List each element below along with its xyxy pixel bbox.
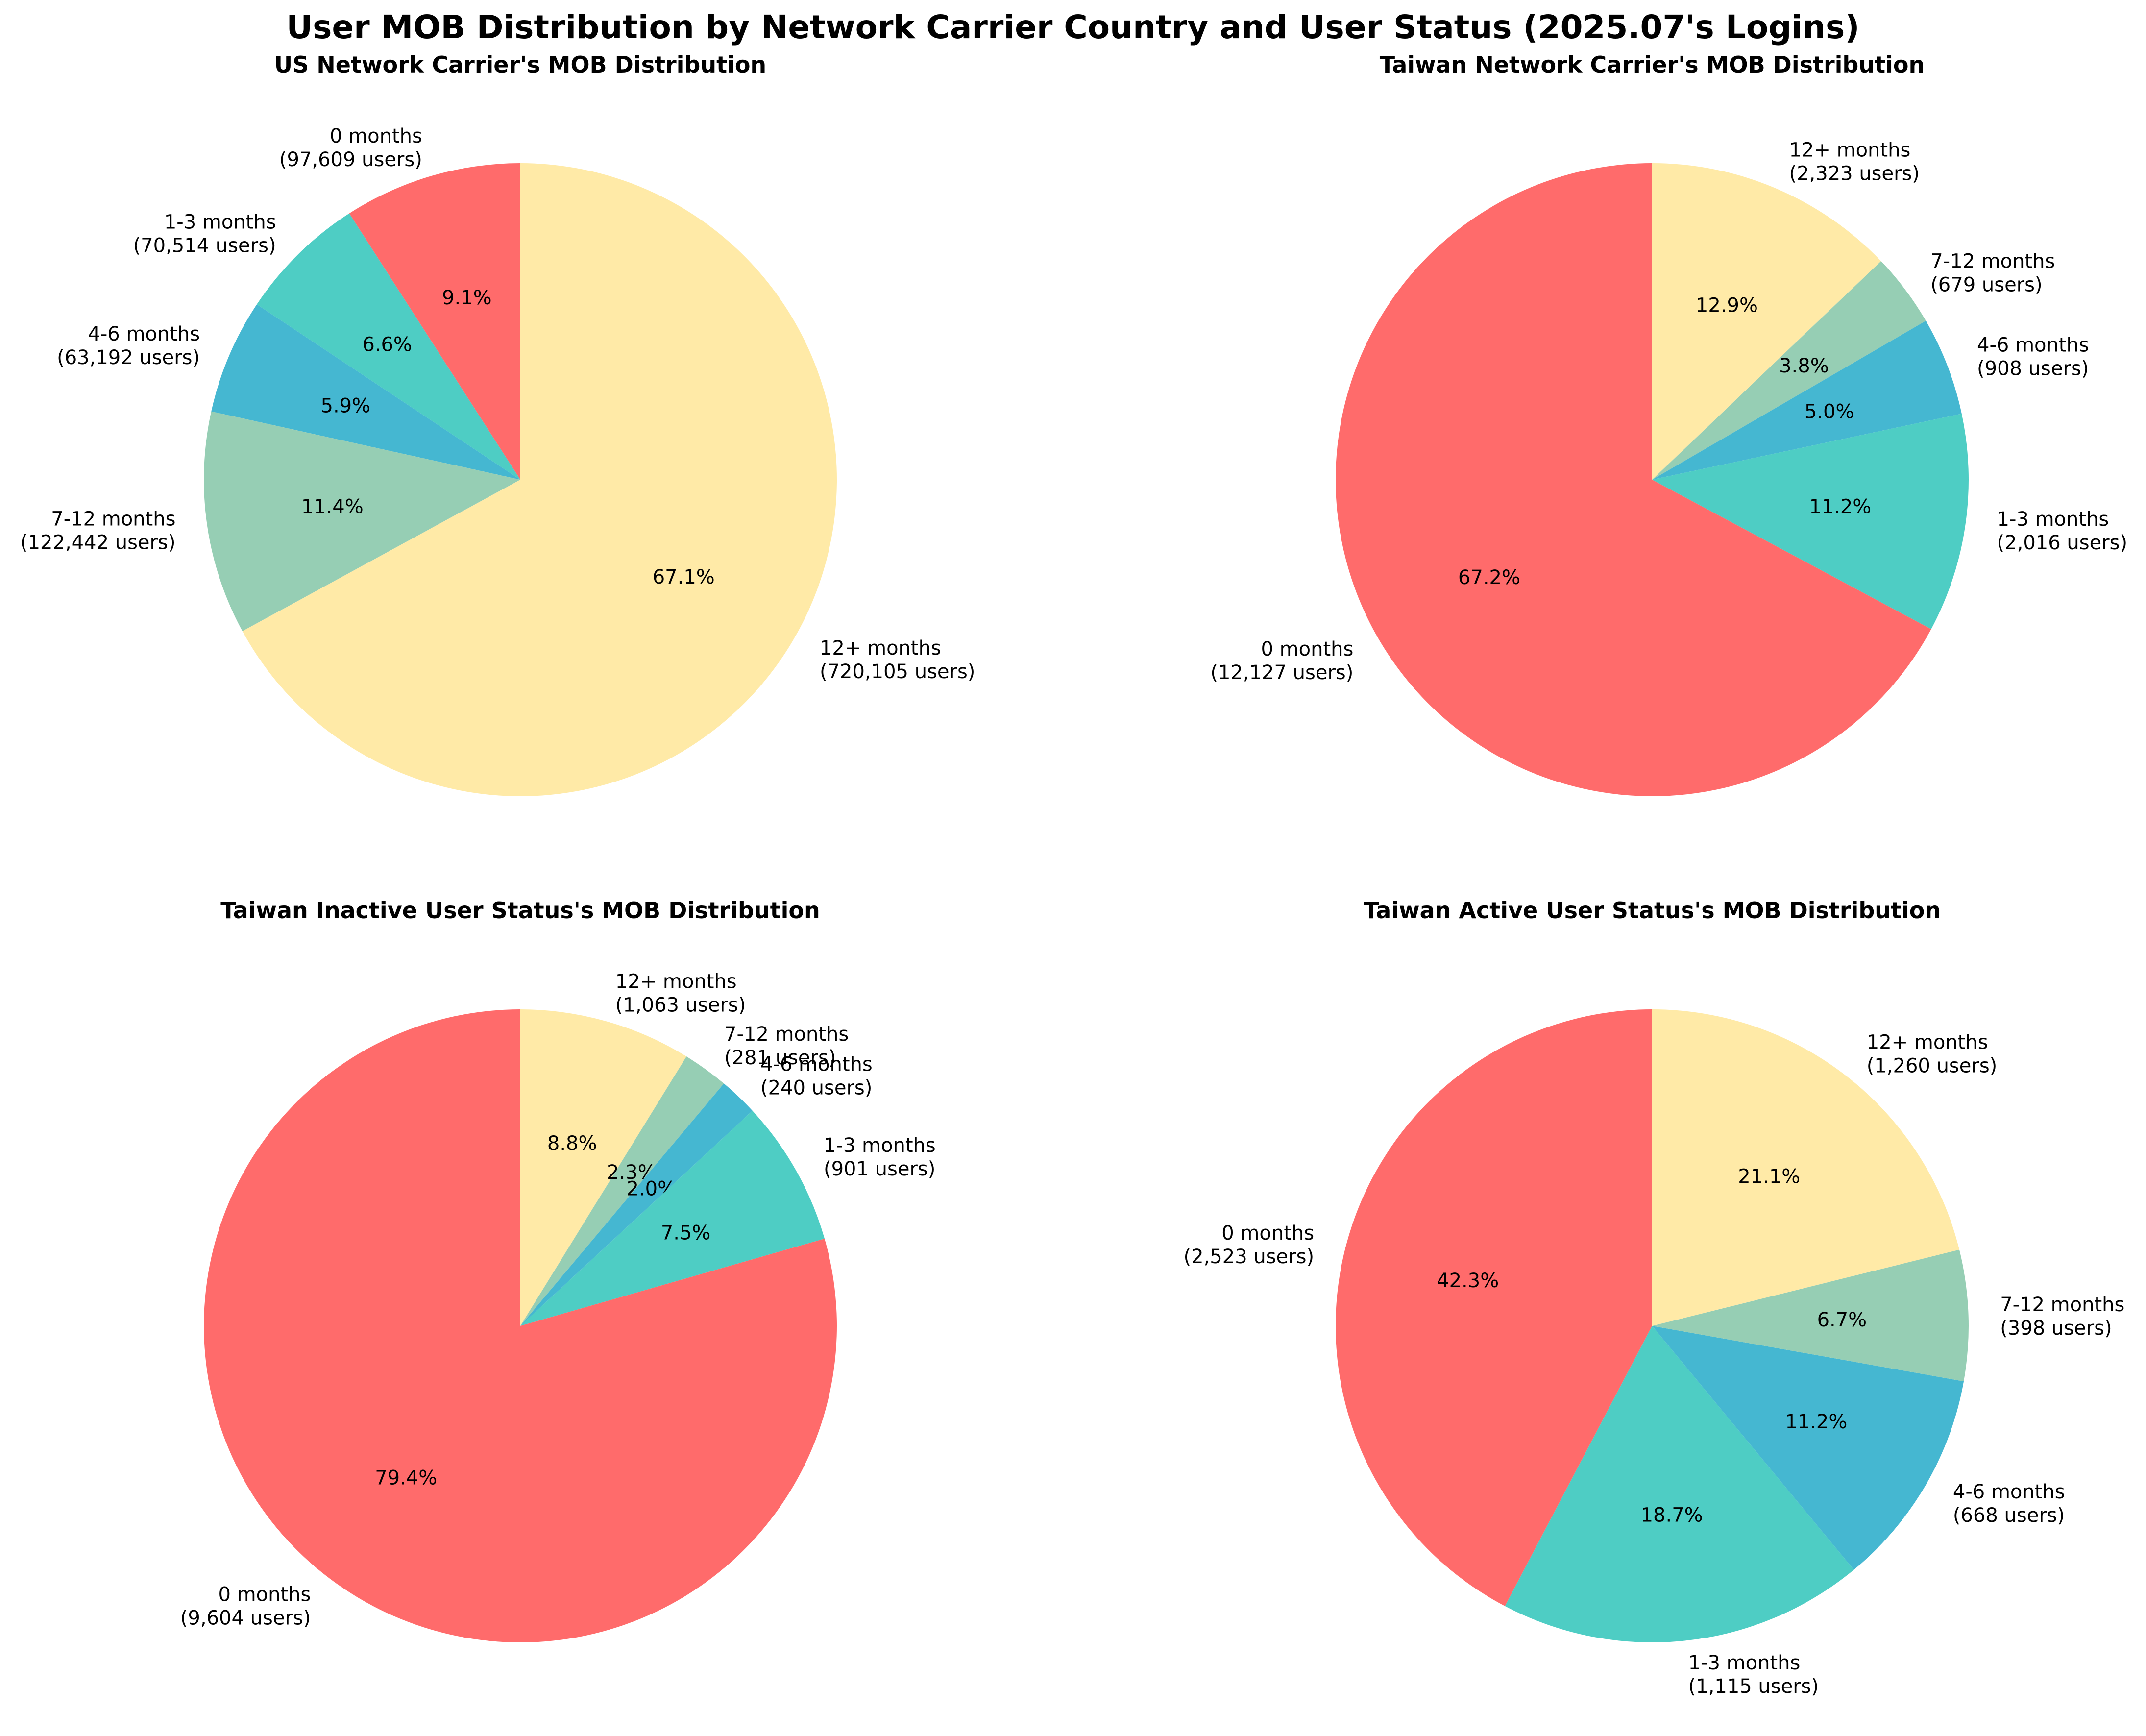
pie-slice-12plus-months: [1652, 163, 1881, 480]
pie-category-label: 12+ months: [1867, 1031, 1988, 1053]
pie-users-label: (679 users): [1930, 273, 2042, 296]
chart-title-taiwan-inactive: Taiwan Inactive User Status's MOB Distri…: [220, 897, 820, 924]
pie-users-label: (1,063 users): [615, 994, 746, 1016]
pie-category-label: 4-6 months: [760, 1053, 873, 1076]
pie-percent-label: 11.4%: [301, 495, 364, 518]
pie-slice-7-12-months: [1652, 261, 1926, 480]
pie-percent-label: 11.2%: [1785, 1411, 1847, 1433]
pie-category-label: 4-6 months: [1977, 334, 2089, 356]
pie-slice-7-12-months: [204, 411, 521, 632]
pie-percent-label: 79.4%: [375, 1467, 437, 1490]
pie-category-label: 12+ months: [820, 637, 941, 660]
pie-slice-1-3-months: [1652, 414, 1969, 629]
pie-taiwan-carrier: 12.9% 12+ months(2,323 users) 3.8% 7-12 mon…: [1210, 139, 2127, 796]
pie-percent-label: 42.3%: [1437, 1270, 1499, 1292]
pie-slice-1-3-months: [257, 213, 520, 480]
pie-taiwan-inactive: 8.8%12+ months(1,063 users)2.3%7-12 mont…: [180, 970, 936, 1642]
pie-users-label: (70,514 users): [133, 235, 276, 257]
pie-charts: 9.1%0 months(97,609 users)6.6%1-3 months…: [20, 125, 2127, 1698]
pie-percent-label: 5.0%: [1805, 401, 1854, 423]
pie-slice-4-6-months: [1652, 320, 1962, 480]
pie-category-label: 0 months: [330, 125, 422, 147]
pie-percent-label: 6.7%: [1817, 1309, 1867, 1331]
pie-percent-label: 11.2%: [1809, 495, 1871, 518]
pie-slice-0-months: [1336, 1009, 1652, 1606]
pie-users-label: (908 users): [1977, 357, 2089, 380]
pie-category-label: 7-12 months: [1930, 250, 2055, 272]
pie-us-carrier: 9.1% 0 months(97,609 users) 6.6% 1-3 months…: [20, 125, 975, 797]
pie-slice-4-6-months: [1652, 1326, 1964, 1570]
pie-slice-7-12-months: [520, 1056, 724, 1326]
pie-users-label: (12,127 users): [1210, 661, 1353, 684]
pie-users-label: (668 users): [1953, 1504, 2065, 1527]
pie-slice-4-6-months: [520, 1083, 753, 1326]
pie-users-label: (240 users): [760, 1076, 872, 1099]
pie-category-label: 7-12 months: [51, 508, 175, 531]
pie-category-label: 4-6 months: [88, 323, 200, 345]
pie-percent-label: 67.2%: [1458, 566, 1520, 589]
pie-percent-label: 3.8%: [1779, 355, 1829, 377]
pie-users-label: (720,105 users): [820, 660, 975, 683]
pie-slice-0-months: [349, 163, 520, 480]
pie-slice-4-6-months: [211, 304, 520, 480]
chart-title-us-carrier: US Network Carrier's MOB Distribution: [274, 51, 766, 78]
pie-percent-label: 8.8%: [547, 1132, 597, 1155]
pie-slice-12plus-months: [520, 1009, 687, 1326]
pie-percent-label: 5.9%: [321, 394, 371, 417]
pie-users-label: (1,260 users): [1867, 1054, 1998, 1077]
pie-slice-0-months: [1336, 163, 1931, 796]
pie-slice-12plus-months: [1652, 1009, 1959, 1326]
pie-users-label: (398 users): [2000, 1317, 2112, 1340]
pie-category-label: 1-3 months: [1997, 508, 2109, 531]
pie-category-label: 1-3 months: [1688, 1652, 1801, 1674]
pie-percent-label: 9.1%: [442, 287, 492, 309]
chart-title-taiwan-carrier: Taiwan Network Carrier's MOB Distributio…: [1380, 51, 1925, 78]
pie-category-label: 4-6 months: [1953, 1481, 2065, 1503]
pie-category-label: 12+ months: [1789, 139, 1910, 162]
pie-users-label: (2,323 users): [1789, 163, 1920, 185]
pie-users-label: (901 users): [824, 1158, 935, 1180]
pie-users-label: (122,442 users): [20, 532, 175, 554]
chart-title-taiwan-active: Taiwan Active User Status's MOB Distribu…: [1364, 897, 1941, 924]
pie-category-label: 7-12 months: [724, 1023, 849, 1046]
pie-users-label: (1,115 users): [1688, 1675, 1819, 1698]
pie-percent-label: 12.9%: [1696, 294, 1758, 317]
pie-users-label: (9,604 users): [180, 1607, 311, 1630]
pie-category-label: 0 months: [1221, 1222, 1314, 1245]
pie-percent-label: 21.1%: [1738, 1166, 1800, 1188]
pie-users-label: (2,523 users): [1184, 1246, 1315, 1268]
pie-category-label: 12+ months: [615, 970, 737, 993]
pie-category-label: 1-3 months: [824, 1134, 936, 1157]
pie-users-label: (97,609 users): [279, 148, 422, 171]
pie-taiwan-active: 42.3% 0 months(2,523 users) 18.7% 1-3 month…: [1184, 1009, 2124, 1698]
pie-users-label: (2,016 users): [1997, 532, 2128, 554]
pie-slice-12plus-months: [242, 163, 837, 797]
pie-percent-label: 6.6%: [362, 334, 412, 356]
pie-slice-1-3-months: [1505, 1326, 1854, 1642]
pie-percent-label: 67.1%: [653, 566, 715, 588]
pie-category-label: 0 months: [1261, 638, 1354, 660]
pie-users-label: (281 users): [724, 1047, 836, 1069]
figure-title: User MOB Distribution by Network Carrier…: [287, 8, 1860, 46]
pie-users-label: (63,192 users): [57, 346, 200, 369]
pie-percent-label: 7.5%: [661, 1222, 711, 1245]
pie-slice-1-3-months: [520, 1110, 825, 1326]
pie-category-label: 7-12 months: [2000, 1294, 2124, 1316]
pie-category-label: 0 months: [219, 1584, 311, 1606]
pie-percent-label: 18.7%: [1641, 1504, 1703, 1527]
pie-category-label: 1-3 months: [164, 211, 276, 234]
pie-slice-0-months: [204, 1009, 837, 1642]
pie-slice-7-12-months: [1652, 1249, 1969, 1382]
